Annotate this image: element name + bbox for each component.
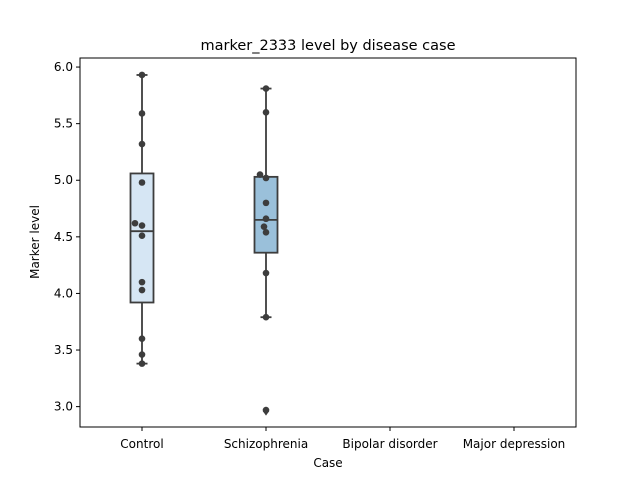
data-point — [262, 174, 270, 182]
y-tick-label: 3.5 — [54, 343, 73, 357]
y-tick-label: 5.5 — [54, 117, 73, 131]
data-point — [262, 229, 270, 236]
data-point — [138, 71, 146, 79]
plot-area — [129, 71, 279, 416]
y-axis-label: Marker level — [28, 205, 42, 279]
box-group — [253, 87, 279, 416]
x-tick-label: Bipolar disorder — [342, 437, 437, 451]
data-point — [262, 406, 270, 414]
data-point — [262, 199, 270, 207]
x-tick-label: Major depression — [463, 437, 566, 451]
x-axis: Control Schizophrenia Bipolar disorder Majo… — [120, 427, 565, 451]
data-point — [260, 223, 268, 230]
data-point — [256, 171, 264, 178]
data-point — [262, 313, 270, 321]
x-tick-label: Schizophrenia — [224, 437, 308, 451]
y-axis: 3.0 3.5 4.0 4.5 5.0 5.5 6.0 — [54, 60, 80, 414]
data-point — [138, 110, 146, 117]
y-tick-label: 5.0 — [54, 173, 73, 187]
data-point — [138, 232, 146, 240]
data-point — [138, 351, 146, 358]
data-point — [262, 215, 270, 223]
data-point — [138, 278, 146, 286]
data-point — [138, 286, 146, 294]
y-tick-label: 3.0 — [54, 400, 73, 414]
box-iqr — [253, 175, 279, 254]
data-point — [262, 109, 270, 116]
data-point — [262, 269, 270, 277]
chart-title: marker_2333 level by disease case — [201, 38, 456, 54]
y-tick-label: 6.0 — [54, 60, 73, 74]
data-point — [131, 219, 139, 227]
data-point — [138, 335, 146, 343]
y-tick-label: 4.0 — [54, 286, 73, 300]
data-point — [138, 140, 146, 148]
x-tick-label: Control — [120, 437, 163, 451]
plot-frame — [79, 57, 577, 428]
y-tick-label: 4.5 — [54, 230, 73, 244]
x-axis-label: Case — [313, 456, 342, 470]
data-point — [138, 179, 146, 186]
data-point — [138, 360, 146, 367]
data-point — [138, 222, 146, 229]
data-point — [262, 85, 270, 92]
